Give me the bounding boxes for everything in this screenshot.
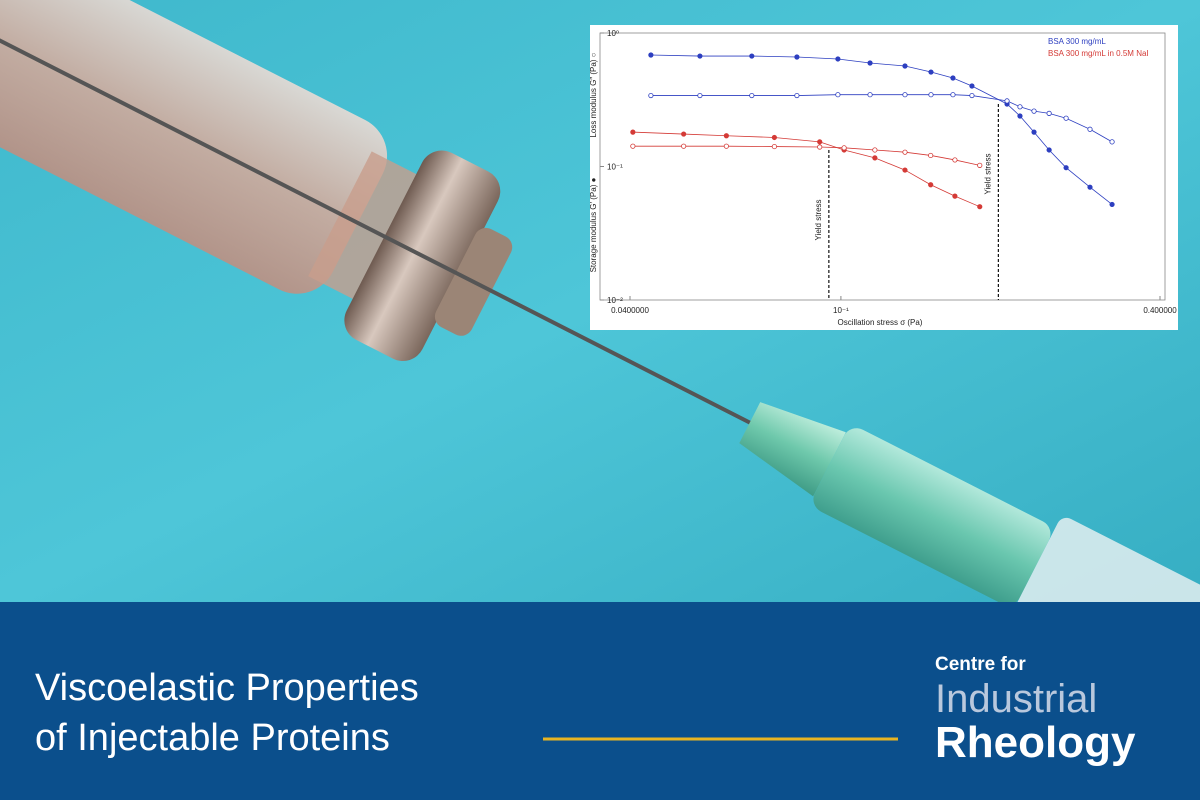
- loss-point: [697, 92, 703, 99]
- storage-point: [697, 53, 703, 59]
- storage-point: [1031, 129, 1037, 135]
- x-axis-label: Oscillation stress σ (Pa): [838, 318, 923, 327]
- storage-point: [648, 52, 654, 58]
- loss-point: [835, 92, 841, 98]
- storage-point: [902, 63, 908, 69]
- loss-point: [928, 92, 934, 98]
- y-axis-label: Storage modulus G′ (Pa) ●: [589, 177, 598, 272]
- storage-point: [977, 204, 983, 210]
- storage-point: [723, 133, 729, 139]
- storage-point: [794, 54, 800, 60]
- loss-point: [648, 92, 654, 99]
- storage-point: [1017, 113, 1023, 119]
- y-tick-label: 10⁻¹: [607, 163, 623, 172]
- storage-point: [817, 139, 823, 145]
- loss-point: [1063, 115, 1069, 121]
- loss-point: [749, 92, 755, 99]
- loss-point: [928, 152, 934, 159]
- loss-point: [817, 144, 823, 150]
- storage-point: [867, 60, 873, 66]
- loss-point: [950, 92, 956, 98]
- annotation: Yield stress: [814, 199, 823, 240]
- legend-entry: BSA 300 mg/mL in 0.5M NaI: [1048, 49, 1149, 58]
- banner-title: Viscoelastic Properties: [35, 667, 419, 709]
- storage-point: [771, 134, 777, 141]
- storage-point: [681, 131, 687, 137]
- loss-point: [1109, 139, 1115, 145]
- x-tick-label: 10⁻¹: [833, 306, 849, 315]
- loss-point: [771, 143, 777, 150]
- legend-entry: BSA 300 mg/mL: [1048, 37, 1106, 46]
- storage-point: [928, 69, 934, 75]
- x-tick-label: 0.400000: [1143, 306, 1177, 315]
- logo-line: Rheology: [935, 718, 1136, 767]
- banner-title: of Injectable Proteins: [35, 717, 390, 759]
- storage-point: [872, 155, 878, 161]
- loss-point: [902, 149, 908, 155]
- storage-point: [928, 182, 934, 188]
- loss-point: [1004, 98, 1010, 104]
- y-axis-label: Loss modulus G″ (Pa) ○: [589, 52, 598, 137]
- loss-point: [1031, 108, 1037, 114]
- storage-point: [902, 167, 908, 173]
- logo-line: Industrial: [935, 677, 1097, 721]
- storage-point: [1063, 165, 1069, 171]
- loss-point: [969, 92, 975, 99]
- y-tick-label: 10⁻²: [607, 296, 623, 305]
- chart: Oscillation stress σ (Pa) Storage modulu…: [589, 25, 1178, 330]
- storage-point: [835, 56, 841, 62]
- storage-point: [1087, 184, 1093, 190]
- storage-point: [749, 53, 755, 59]
- storage-point: [952, 193, 958, 199]
- loss-point: [630, 143, 636, 149]
- loss-point: [867, 92, 873, 98]
- logo-line: Centre for: [935, 654, 1026, 675]
- banner: Viscoelastic Properties of Injectable Pr…: [0, 602, 1200, 800]
- storage-point: [1109, 201, 1115, 208]
- storage-point: [950, 75, 956, 81]
- loss-point: [841, 145, 847, 151]
- annotation: Yield stress: [983, 153, 992, 194]
- loss-point: [952, 157, 958, 163]
- x-tick-label: 0.0400000: [611, 306, 649, 315]
- loss-point: [1087, 126, 1093, 132]
- loss-point: [794, 92, 800, 99]
- chart-panel: [590, 25, 1178, 330]
- loss-point: [977, 162, 983, 168]
- loss-point: [723, 143, 729, 149]
- loss-point: [1017, 104, 1023, 110]
- y-tick-label: 10⁰: [607, 29, 619, 38]
- loss-point: [1046, 110, 1052, 116]
- loss-point: [902, 92, 908, 98]
- loss-point: [872, 147, 878, 153]
- storage-point: [1046, 147, 1052, 153]
- loss-point: [681, 143, 687, 149]
- storage-point: [969, 83, 975, 89]
- storage-point: [630, 129, 636, 135]
